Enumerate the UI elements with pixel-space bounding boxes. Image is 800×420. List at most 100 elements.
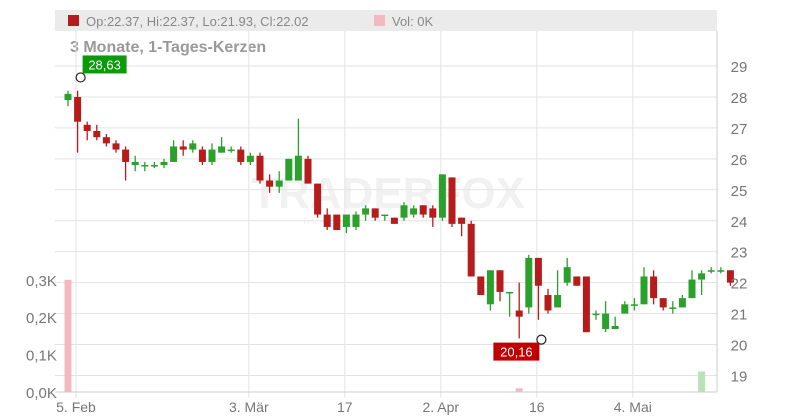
candle-body bbox=[630, 304, 638, 306]
candle-body bbox=[246, 155, 254, 162]
price-tick-label: 19 bbox=[731, 369, 748, 386]
volume-bars bbox=[64, 279, 706, 392]
candle-body bbox=[198, 149, 206, 162]
candle-body bbox=[333, 214, 341, 231]
candle-body bbox=[74, 96, 82, 122]
candle-body bbox=[131, 161, 139, 166]
candle-body bbox=[515, 310, 523, 317]
price-tick-label: 25 bbox=[731, 183, 748, 200]
candle-body bbox=[227, 149, 235, 152]
candle-body bbox=[304, 158, 312, 184]
candle-body bbox=[208, 149, 216, 162]
candle-body bbox=[218, 146, 226, 153]
grid bbox=[55, 31, 717, 398]
extreme-marker bbox=[75, 72, 86, 83]
annotations: 28,63 20,16 bbox=[75, 55, 547, 361]
price-tick-label: 28 bbox=[731, 90, 748, 107]
candle-body bbox=[726, 270, 734, 283]
candle-body bbox=[477, 276, 485, 296]
date-tick-label: 4. Mai bbox=[614, 399, 652, 415]
candle-body bbox=[400, 205, 408, 218]
candle-body bbox=[170, 146, 178, 162]
candle-body bbox=[438, 174, 446, 218]
candle-body bbox=[458, 217, 466, 224]
candle-body bbox=[698, 273, 706, 280]
price-tick-label: 22 bbox=[731, 276, 748, 293]
candle-body bbox=[266, 180, 274, 187]
volume-bar bbox=[698, 371, 706, 392]
candle-body bbox=[669, 307, 677, 309]
candle-body bbox=[102, 137, 110, 144]
candle-body bbox=[621, 304, 629, 314]
date-tick-label: 3. Mär bbox=[229, 399, 269, 415]
volume-tick-label: 0,2K bbox=[26, 310, 57, 327]
extreme-marker bbox=[536, 334, 547, 345]
candle-body bbox=[486, 270, 494, 305]
extreme-label: 20,16 bbox=[500, 345, 533, 360]
candle-body bbox=[582, 276, 590, 333]
candle-body bbox=[93, 130, 101, 138]
candle-body bbox=[160, 161, 168, 166]
candle-body bbox=[534, 257, 542, 286]
date-tick-label: 5. Feb bbox=[56, 399, 96, 415]
candle-body bbox=[362, 208, 370, 215]
candle-body bbox=[544, 295, 552, 311]
candle-body bbox=[563, 267, 571, 283]
candle-body bbox=[371, 208, 379, 218]
ohlc-header-bar bbox=[55, 10, 717, 31]
candle-body bbox=[554, 295, 562, 308]
candle-body bbox=[448, 177, 456, 224]
candle-body bbox=[64, 93, 72, 101]
candle-body bbox=[707, 270, 715, 272]
candle-body bbox=[381, 214, 389, 217]
candle-body bbox=[678, 298, 686, 308]
candle-body bbox=[352, 214, 360, 227]
chart-subtitle: 3 Monate, 1-Tages-Kerzen bbox=[70, 39, 266, 56]
candle-body bbox=[573, 276, 581, 286]
volume-swatch bbox=[374, 15, 385, 26]
candle-body bbox=[314, 183, 322, 215]
price-tick-label: 29 bbox=[731, 59, 748, 76]
extreme-label: 28,63 bbox=[88, 57, 121, 72]
candle-body bbox=[83, 124, 91, 131]
candle-body bbox=[237, 149, 245, 162]
candle-body bbox=[650, 276, 658, 299]
candle-body bbox=[112, 143, 120, 150]
candle-body bbox=[390, 217, 398, 224]
candle-body bbox=[179, 146, 187, 150]
candle-body bbox=[294, 155, 302, 181]
candle-body bbox=[285, 158, 293, 181]
candle-body bbox=[602, 313, 610, 330]
candle-body bbox=[323, 214, 331, 227]
candle-body bbox=[429, 208, 437, 218]
volume-tick-label: 0,3K bbox=[26, 273, 57, 290]
price-tick-label: 20 bbox=[731, 338, 748, 355]
candle-body bbox=[419, 205, 427, 215]
extreme-label-box bbox=[82, 55, 127, 74]
volume-tick-label: 0,0K bbox=[26, 385, 57, 402]
price-tick-label: 24 bbox=[731, 214, 748, 231]
price-tick-label: 26 bbox=[731, 152, 748, 169]
candle-body bbox=[688, 279, 696, 299]
candle-body bbox=[611, 325, 619, 330]
candle-body bbox=[525, 257, 533, 308]
extreme-label-box bbox=[493, 342, 540, 361]
candle-body bbox=[342, 214, 350, 227]
candle-body bbox=[506, 291, 514, 294]
candle-body bbox=[717, 270, 725, 272]
candle-body bbox=[189, 143, 197, 150]
ohlc-swatch bbox=[68, 15, 79, 26]
date-tick-label: 16 bbox=[529, 399, 545, 415]
candle-body bbox=[256, 155, 264, 181]
volume-bar bbox=[515, 388, 523, 392]
candle-body bbox=[592, 313, 600, 316]
price-tick-label: 27 bbox=[731, 121, 748, 138]
candle-body bbox=[659, 298, 667, 308]
candle-body bbox=[122, 149, 130, 162]
candle-body bbox=[150, 165, 158, 167]
date-tick-label: 17 bbox=[337, 399, 353, 415]
candle-body bbox=[467, 223, 475, 277]
candle-body bbox=[275, 180, 283, 187]
